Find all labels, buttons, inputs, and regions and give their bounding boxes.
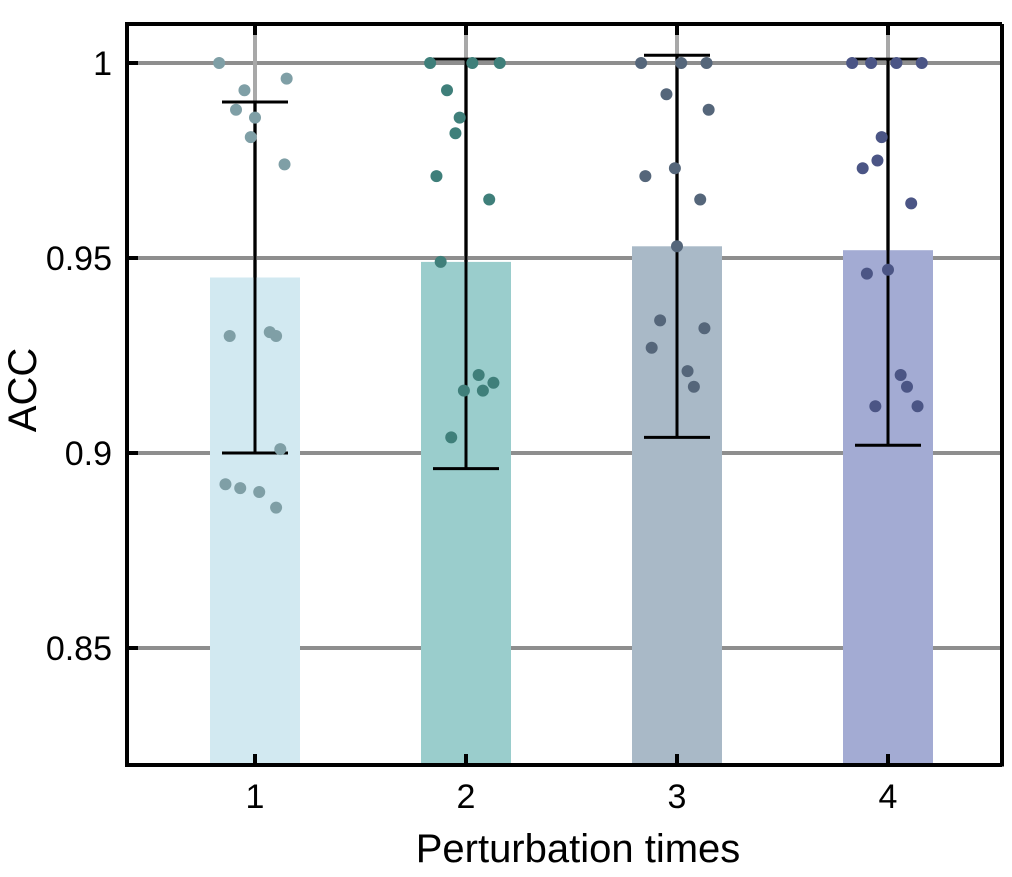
data-point-2 bbox=[453, 111, 466, 124]
data-point-4 bbox=[871, 154, 884, 167]
data-point-1 bbox=[274, 443, 287, 456]
data-point-2 bbox=[466, 57, 479, 69]
data-point-2 bbox=[424, 57, 437, 69]
data-point-1 bbox=[278, 158, 291, 171]
x-tick-label: 4 bbox=[879, 778, 898, 816]
y-tick-label: 0.95 bbox=[46, 240, 112, 278]
data-point-2 bbox=[476, 384, 489, 397]
data-point-1 bbox=[270, 501, 283, 514]
data-point-2 bbox=[430, 170, 443, 183]
data-point-2 bbox=[441, 84, 454, 97]
data-point-3 bbox=[660, 88, 673, 101]
data-point-4 bbox=[911, 400, 924, 413]
data-point-3 bbox=[635, 57, 648, 69]
data-point-3 bbox=[681, 365, 694, 378]
data-point-1 bbox=[238, 84, 251, 97]
data-point-3 bbox=[700, 57, 713, 69]
data-point-1 bbox=[213, 57, 226, 69]
data-point-1 bbox=[234, 482, 247, 495]
data-point-4 bbox=[894, 369, 907, 381]
data-point-4 bbox=[890, 57, 903, 69]
data-point-1 bbox=[263, 326, 276, 339]
y-tick-label: 0.9 bbox=[65, 435, 112, 473]
bars bbox=[210, 246, 933, 766]
data-point-4 bbox=[869, 400, 882, 413]
data-point-2 bbox=[445, 431, 458, 444]
axes bbox=[125, 22, 1004, 767]
data-point-1 bbox=[244, 131, 257, 144]
x-tick-label: 2 bbox=[457, 778, 476, 816]
y-tick-label: 1 bbox=[93, 45, 112, 83]
data-point-3 bbox=[702, 103, 715, 116]
data-point-3 bbox=[698, 322, 711, 335]
data-point-4 bbox=[900, 380, 913, 393]
data-point-3 bbox=[694, 193, 707, 206]
data-point-2 bbox=[472, 369, 485, 381]
x-tick-label: 1 bbox=[246, 778, 265, 816]
x-axis-label: Perturbation times bbox=[416, 827, 741, 871]
data-point-2 bbox=[493, 57, 506, 69]
data-point-1 bbox=[230, 103, 243, 116]
x-tick-label: 3 bbox=[668, 778, 687, 816]
data-point-1 bbox=[223, 330, 236, 342]
data-point-2 bbox=[449, 127, 462, 140]
data-point-4 bbox=[882, 263, 894, 276]
data-points bbox=[213, 57, 928, 514]
y-axis-label: ACC bbox=[1, 348, 45, 432]
data-point-3 bbox=[668, 162, 681, 175]
data-point-1 bbox=[219, 478, 232, 491]
data-point-1 bbox=[249, 111, 261, 124]
data-point-4 bbox=[875, 131, 888, 144]
data-point-4 bbox=[865, 57, 878, 69]
data-point-2 bbox=[487, 376, 500, 389]
tick-labels: 0.85 0.9 0.95 1 1 2 3 4 bbox=[46, 45, 898, 816]
data-point-3 bbox=[675, 57, 688, 69]
data-point-2 bbox=[457, 384, 470, 397]
data-point-3 bbox=[639, 170, 652, 183]
data-point-3 bbox=[645, 341, 658, 354]
data-point-1 bbox=[280, 72, 293, 85]
data-point-2 bbox=[483, 193, 496, 206]
data-point-4 bbox=[905, 197, 918, 210]
data-point-3 bbox=[654, 314, 667, 327]
data-point-4 bbox=[860, 267, 873, 280]
data-point-1 bbox=[253, 486, 266, 498]
data-point-4 bbox=[846, 57, 859, 69]
data-point-4 bbox=[856, 162, 869, 175]
data-point-2 bbox=[434, 255, 447, 268]
y-tick-label: 0.85 bbox=[46, 630, 112, 668]
data-point-3 bbox=[671, 240, 683, 253]
data-point-3 bbox=[687, 380, 700, 393]
error-bars bbox=[222, 53, 921, 471]
data-point-4 bbox=[915, 57, 928, 69]
